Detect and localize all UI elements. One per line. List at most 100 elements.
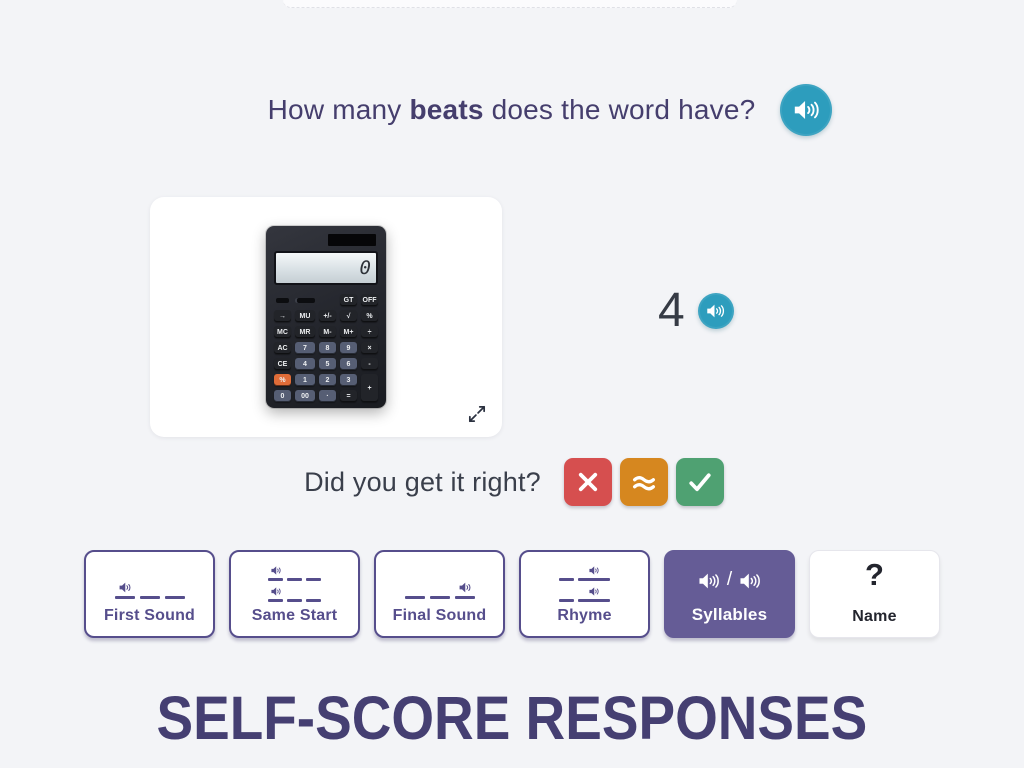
dash-line <box>268 578 283 581</box>
calc-key: 00 <box>295 390 315 402</box>
answer-audio-button[interactable] <box>697 292 734 329</box>
calc-spacer <box>319 294 336 306</box>
dash-line <box>559 599 574 602</box>
calc-key: 6 <box>340 358 357 370</box>
speaker-icon <box>587 565 601 576</box>
score-correct-button[interactable] <box>675 458 724 506</box>
calc-switch <box>276 297 289 303</box>
dash-line <box>164 596 185 599</box>
speaker-icon <box>269 586 283 597</box>
expand-icon <box>468 405 486 423</box>
speaker-icon <box>793 99 820 121</box>
dash-line <box>287 599 302 602</box>
tab-syllables[interactable]: / Syllables <box>664 550 795 638</box>
question-text: How many beats does the word have? <box>268 94 756 126</box>
calc-key: M- <box>319 326 336 338</box>
tab-label: Final Sound <box>392 607 487 624</box>
syllables-icon: / <box>698 569 761 592</box>
calc-key: % <box>361 310 378 322</box>
x-icon <box>578 472 598 492</box>
dash-line <box>559 578 574 581</box>
calc-key: % <box>274 374 291 386</box>
calc-keypad: GT OFF → MU +/- √% MC MR M- M+ ÷ AC 7 8 9 × CE 4 5 6-% 1 2 3 +0… <box>274 294 378 402</box>
calc-key: 8 <box>319 342 336 354</box>
answer-row: 4 <box>658 283 734 338</box>
calc-key: + <box>361 374 378 402</box>
approx-icon <box>632 476 655 491</box>
dash-line <box>287 578 302 581</box>
first-sound-icon <box>114 565 185 599</box>
calc-key: M+ <box>340 326 357 338</box>
calc-key: MR <box>295 326 315 338</box>
tab-final-sound[interactable]: Final Sound <box>374 550 505 638</box>
calc-key: 0 <box>274 390 291 402</box>
score-prompt: Did you get it right? <box>304 466 541 497</box>
tab-first-sound[interactable]: First Sound <box>84 550 215 638</box>
tab-label: First Sound <box>103 607 196 624</box>
calc-key: MC <box>274 326 291 338</box>
calc-key: 2 <box>319 374 336 386</box>
calc-key: 5 <box>319 358 336 370</box>
calc-key: MU <box>295 310 315 322</box>
calc-switch <box>295 297 315 303</box>
speaker-icon <box>698 572 720 590</box>
flashcard[interactable]: 0 GT OFF → MU +/- √% MC MR M- M+ ÷ AC 7 8 9 × CE 4 5 6-% 1 2 3… <box>150 197 502 437</box>
dash-line <box>578 599 610 602</box>
speaker-icon <box>269 565 283 576</box>
calc-key: = <box>340 390 357 402</box>
tab-rhyme[interactable]: Rhyme <box>519 550 650 638</box>
rhyme-icon <box>559 565 610 602</box>
score-row: Did you get it right? <box>2 458 1024 506</box>
calc-key: GT <box>340 294 357 306</box>
speaker-icon <box>117 581 133 594</box>
speaker-icon <box>739 572 761 590</box>
speaker-icon <box>706 303 725 319</box>
tab-label: Name <box>852 608 897 625</box>
calc-display: 0 <box>274 251 378 285</box>
question-highlight: beats <box>409 94 484 125</box>
dash-line <box>268 599 283 602</box>
dash-line <box>114 596 135 599</box>
speaker-icon <box>587 586 601 597</box>
calc-key: ÷ <box>361 326 378 338</box>
question-suffix: does the word have? <box>483 94 756 125</box>
calc-key: OFF <box>361 294 378 306</box>
calc-key: × <box>361 342 378 354</box>
dash-line <box>139 596 160 599</box>
expand-card-button[interactable] <box>465 402 489 426</box>
score-buttons <box>563 458 724 506</box>
tab-label: Rhyme <box>557 607 612 624</box>
speaker-icon <box>457 581 473 594</box>
calc-solar-panel <box>328 234 376 246</box>
calc-key: CE <box>274 358 291 370</box>
tab-same-start[interactable]: Same Start <box>229 550 360 638</box>
calc-key: · <box>319 390 336 402</box>
calc-key: 7 <box>295 342 315 354</box>
calculator-image: 0 GT OFF → MU +/- √% MC MR M- M+ ÷ AC 7 8 9 × CE 4 5 6-% 1 2 3… <box>266 226 386 408</box>
question-prefix: How many <box>267 94 410 125</box>
calc-key: 3 <box>340 374 357 386</box>
same-start-icon <box>268 565 321 602</box>
score-incorrect-button[interactable] <box>563 458 612 506</box>
footer-title-wrap: SELF-SCORE RESPONSES <box>0 683 1024 753</box>
dash-line <box>429 596 450 599</box>
question-row: How many beats does the word have? <box>38 84 1024 136</box>
check-icon <box>689 473 711 492</box>
dash-line <box>454 596 475 599</box>
question-mark-icon: ? <box>865 557 884 592</box>
calc-key: → <box>274 310 291 322</box>
dash-line <box>404 596 425 599</box>
footer-title: SELF-SCORE RESPONSES <box>156 684 868 752</box>
final-sound-icon <box>404 565 475 599</box>
tab-name[interactable]: ? Name <box>809 550 940 638</box>
calc-key: 1 <box>295 374 315 386</box>
calc-key: 4 <box>295 358 315 370</box>
question-audio-button[interactable] <box>780 84 833 136</box>
calc-key: √ <box>340 310 357 322</box>
tab-label: Same Start <box>251 607 338 624</box>
dash-line <box>306 599 321 602</box>
score-almost-button[interactable] <box>619 458 668 506</box>
dash-line <box>306 578 321 581</box>
dash-line <box>578 578 610 581</box>
